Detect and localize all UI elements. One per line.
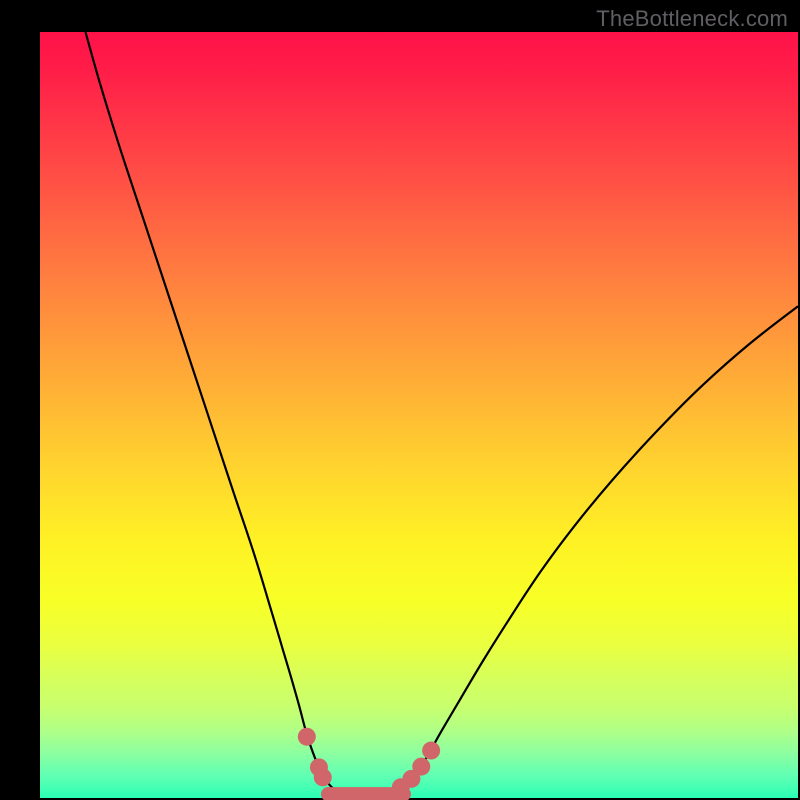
plot-background-gradient bbox=[40, 32, 798, 798]
curve-marker bbox=[314, 768, 332, 786]
bottleneck-chart: TheBottleneck.com bbox=[0, 0, 800, 800]
curve-marker bbox=[298, 728, 316, 746]
watermark-label: TheBottleneck.com bbox=[596, 6, 788, 32]
curve-marker bbox=[412, 758, 430, 776]
chart-svg bbox=[0, 0, 800, 800]
curve-marker bbox=[422, 742, 440, 760]
